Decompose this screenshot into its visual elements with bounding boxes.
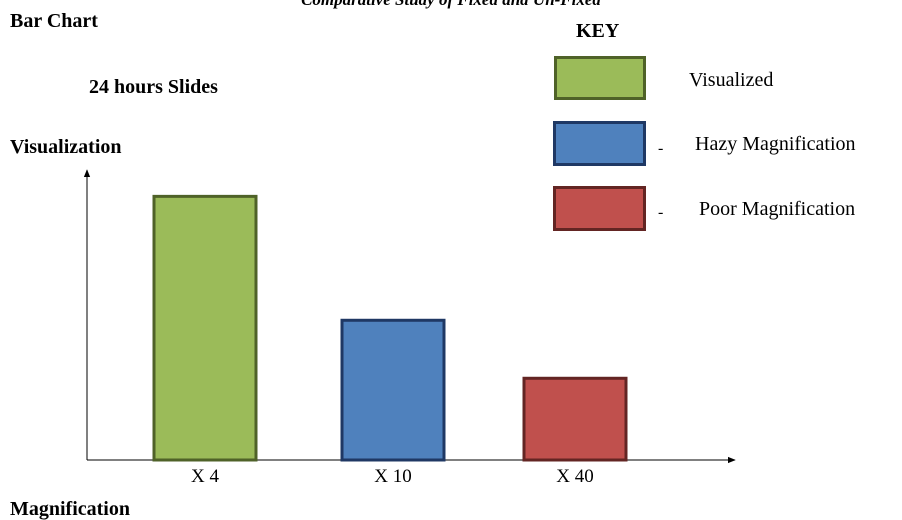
legend-swatch-hazy [553,121,646,166]
bar-x10 [340,318,446,462]
legend-label-hazy: Hazy Magnification [695,133,856,155]
bar-x40 [522,376,628,462]
x-axis-label: Magnification [10,498,130,520]
x-tick-label: X 40 [556,466,593,487]
legend-swatch-visualized [554,56,646,100]
legend-swatch-poor [553,186,646,231]
x-tick-label: X 4 [191,466,219,487]
y-axis-label: Visualization [10,136,122,158]
figure-caption: Comparative Study of Fixed and Un-Fixed [0,0,902,8]
legend-dash-hazy: - [658,140,664,157]
chart-title: Bar Chart [10,10,98,32]
legend-label-poor: Poor Magnification [699,198,856,220]
x-tick-label: X 10 [374,466,411,487]
x-tick-labels: X 4 X 10 X 40 [191,466,594,487]
bars [152,194,628,462]
legend-label-visualized: Visualized [689,69,774,91]
chart-subtitle: 24 hours Slides [89,76,218,98]
bar-x4 [152,194,258,462]
legend-title: KEY [576,20,620,42]
legend-dash-poor: - [658,204,664,221]
